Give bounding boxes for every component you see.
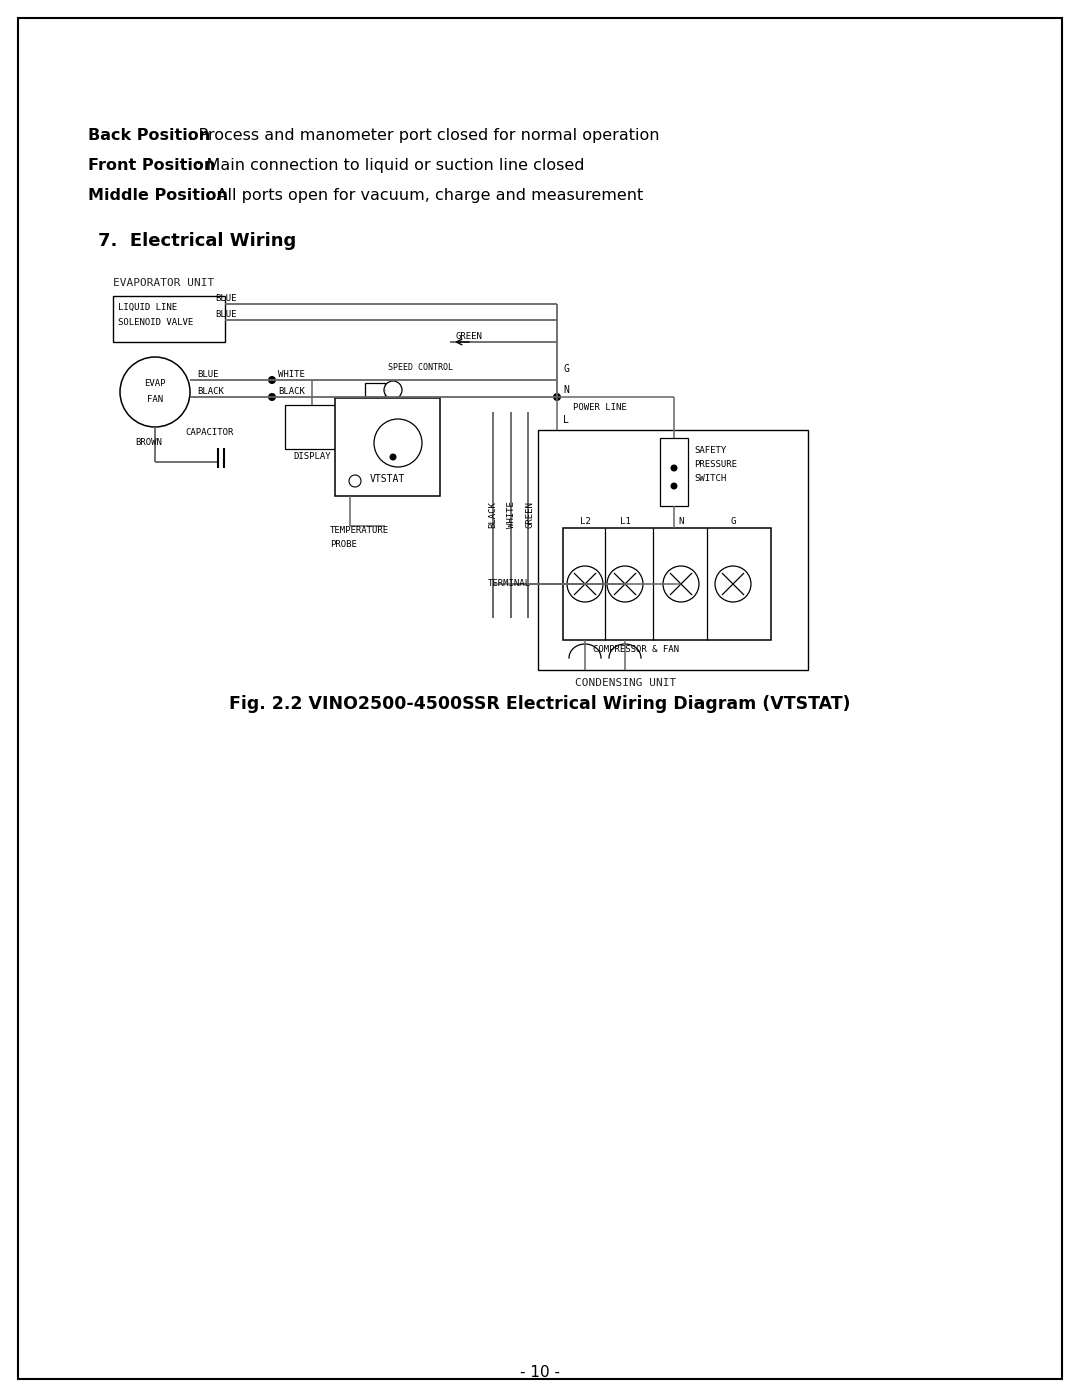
Circle shape (607, 566, 643, 602)
Circle shape (671, 482, 677, 489)
Text: SOLENOID VALVE: SOLENOID VALVE (118, 319, 193, 327)
Text: CAPACITOR: CAPACITOR (185, 427, 233, 437)
Text: L: L (563, 415, 569, 425)
Circle shape (567, 566, 603, 602)
Text: : Process and manometer port closed for normal operation: : Process and manometer port closed for … (188, 129, 660, 142)
Text: SPEED CONTROL: SPEED CONTROL (388, 363, 453, 372)
Text: PROBE: PROBE (330, 541, 356, 549)
Text: FAN: FAN (147, 395, 163, 405)
Circle shape (553, 393, 561, 401)
Bar (365, 383, 384, 397)
Text: GREEN: GREEN (455, 332, 482, 341)
Text: Front Position: Front Position (87, 158, 215, 173)
Text: BLACK: BLACK (197, 387, 224, 395)
Text: Fig. 2.2 VINO2500-4500SSR Electrical Wiring Diagram (VTSTAT): Fig. 2.2 VINO2500-4500SSR Electrical Wir… (229, 694, 851, 712)
Circle shape (671, 464, 677, 472)
Circle shape (120, 358, 190, 427)
Text: SWITCH: SWITCH (694, 474, 726, 483)
Text: - 10 -: - 10 - (519, 1365, 561, 1380)
Text: BLUE: BLUE (215, 293, 237, 303)
Text: N: N (563, 386, 569, 395)
Text: SAFETY: SAFETY (694, 446, 726, 455)
Circle shape (671, 464, 677, 472)
Bar (113, 296, 225, 342)
Text: 7.  Electrical Wiring: 7. Electrical Wiring (98, 232, 296, 250)
Circle shape (349, 475, 361, 488)
Text: TERMINAL: TERMINAL (488, 580, 531, 588)
Text: G: G (563, 365, 569, 374)
Text: L2: L2 (580, 517, 591, 527)
Circle shape (374, 419, 422, 467)
Circle shape (384, 381, 402, 400)
Text: BLACK: BLACK (488, 502, 498, 528)
Text: VTSTAT: VTSTAT (369, 474, 405, 483)
Text: EVAP: EVAP (145, 380, 165, 388)
Circle shape (671, 482, 677, 489)
Text: LIQUID LINE: LIQUID LINE (118, 303, 177, 312)
Bar (563, 528, 771, 640)
Text: Back Position: Back Position (87, 129, 211, 142)
Text: GREEN: GREEN (526, 502, 535, 528)
Text: EVAPORATOR UNIT: EVAPORATOR UNIT (113, 278, 214, 288)
Circle shape (715, 566, 751, 602)
Bar (285, 405, 340, 448)
Text: Middle Position: Middle Position (87, 189, 228, 203)
Circle shape (663, 566, 699, 602)
Text: DISPLAY: DISPLAY (293, 453, 330, 461)
Text: BLACK: BLACK (278, 387, 305, 395)
Text: WHITE: WHITE (507, 502, 515, 528)
Text: TEMPERATURE: TEMPERATURE (330, 527, 389, 535)
Text: L1: L1 (620, 517, 631, 527)
Text: BLUE: BLUE (197, 370, 218, 379)
Text: WHITE: WHITE (278, 370, 305, 379)
Circle shape (268, 376, 276, 384)
Text: POWER LINE: POWER LINE (573, 402, 626, 412)
Bar (660, 439, 688, 506)
Bar (538, 430, 808, 671)
Text: : All ports open for vacuum, charge and measurement: : All ports open for vacuum, charge and … (206, 189, 644, 203)
Text: COMPRESSOR & FAN: COMPRESSOR & FAN (593, 645, 679, 654)
Text: BLUE: BLUE (215, 310, 237, 319)
Text: PRESSURE: PRESSURE (694, 460, 737, 469)
Text: : Main connection to liquid or suction line closed: : Main connection to liquid or suction l… (195, 158, 584, 173)
Text: CONDENSING UNIT: CONDENSING UNIT (575, 678, 676, 687)
Text: N: N (678, 517, 684, 527)
Circle shape (390, 454, 396, 461)
Text: BROWN: BROWN (135, 439, 162, 447)
Text: G: G (730, 517, 735, 527)
Bar (335, 398, 440, 496)
Circle shape (268, 393, 276, 401)
Bar (660, 439, 688, 506)
